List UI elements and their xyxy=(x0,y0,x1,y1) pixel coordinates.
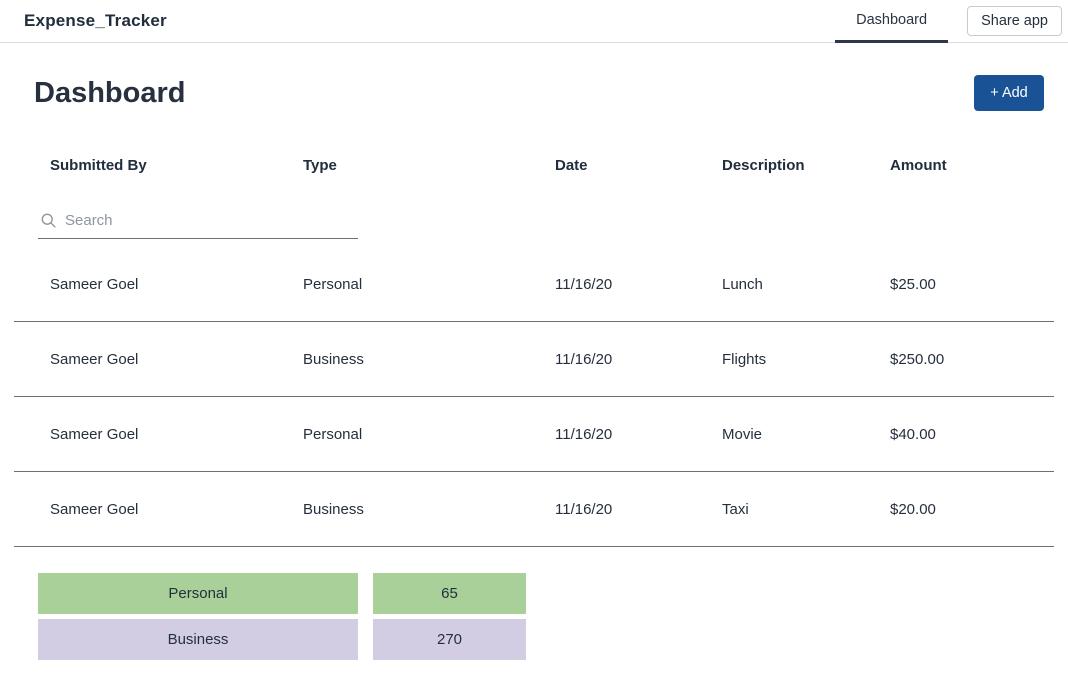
column-header-description: Description xyxy=(722,157,805,174)
top-bar-right: Dashboard Share app xyxy=(835,0,1068,43)
search-icon xyxy=(41,213,56,228)
cell-submitted-by: Sameer Goel xyxy=(50,275,139,293)
share-app-button[interactable]: Share app xyxy=(967,6,1062,36)
table-rows: Sameer Goel Personal 11/16/20 Lunch $25.… xyxy=(14,247,1054,547)
business-label-tile: Business xyxy=(38,619,358,660)
page-title: Dashboard xyxy=(34,77,186,109)
table-row[interactable]: Sameer Goel Business 11/16/20 Flights $2… xyxy=(14,322,1054,397)
column-header-submitted-by: Submitted By xyxy=(50,157,147,174)
cell-type: Business xyxy=(303,350,364,368)
table-row[interactable]: Sameer Goel Personal 11/16/20 Lunch $25.… xyxy=(14,247,1054,322)
add-expense-button[interactable]: + Add xyxy=(974,75,1044,111)
column-header-amount: Amount xyxy=(890,157,947,174)
personal-label-tile: Personal xyxy=(38,573,358,614)
cell-description: Lunch xyxy=(722,275,763,293)
cell-type: Personal xyxy=(303,275,363,293)
search-row xyxy=(14,204,1054,239)
cell-date: 11/16/20 xyxy=(555,425,613,443)
cell-date: 11/16/20 xyxy=(555,350,613,368)
search-input[interactable] xyxy=(65,212,356,229)
cell-amount: $25.00 xyxy=(890,275,936,293)
personal-total-tile: 65 xyxy=(373,573,526,614)
top-bar: Expense_Tracker Dashboard Share app xyxy=(0,0,1068,43)
cell-date: 11/16/20 xyxy=(555,500,613,518)
summary-row-business: Business 270 xyxy=(38,619,1068,660)
cell-submitted-by: Sameer Goel xyxy=(50,425,139,443)
category-totals: Personal 65 Business 270 xyxy=(38,573,1068,660)
cell-amount: $40.00 xyxy=(890,425,936,443)
cell-amount: $250.00 xyxy=(890,350,945,368)
cell-description: Taxi xyxy=(722,500,749,518)
page-header: Dashboard + Add xyxy=(0,43,1068,111)
cell-submitted-by: Sameer Goel xyxy=(50,350,139,368)
cell-type: Business xyxy=(303,500,364,518)
column-header-date: Date xyxy=(555,157,588,174)
summary-row-personal: Personal 65 xyxy=(38,573,1068,614)
search-box xyxy=(38,204,358,239)
business-total-tile: 270 xyxy=(373,619,526,660)
cell-description: Flights xyxy=(722,350,767,368)
cell-date: 11/16/20 xyxy=(555,275,613,293)
tab-dashboard[interactable]: Dashboard xyxy=(835,0,949,43)
table-row[interactable]: Sameer Goel Business 11/16/20 Taxi $20.0… xyxy=(14,472,1054,547)
column-header-type: Type xyxy=(303,157,337,174)
expenses-table: Submitted By Type Date Description Amoun… xyxy=(14,157,1054,547)
table-row[interactable]: Sameer Goel Personal 11/16/20 Movie $40.… xyxy=(14,397,1054,472)
app-title: Expense_Tracker xyxy=(24,11,167,30)
cell-submitted-by: Sameer Goel xyxy=(50,500,139,518)
table-header-row: Submitted By Type Date Description Amoun… xyxy=(14,157,1054,174)
cell-description: Movie xyxy=(722,425,763,443)
cell-type: Personal xyxy=(303,425,363,443)
cell-amount: $20.00 xyxy=(890,500,936,518)
